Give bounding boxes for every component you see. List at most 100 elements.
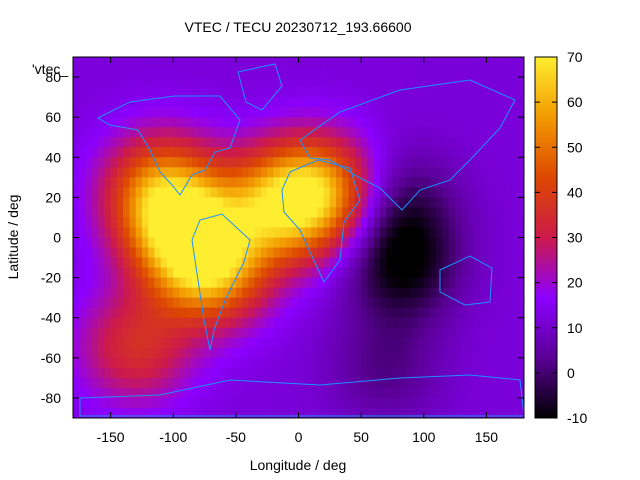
heatmap-cell (198, 117, 205, 128)
heatmap-cell (404, 347, 412, 359)
heatmap-cell (160, 257, 168, 268)
heatmap-cell (242, 247, 249, 258)
heatmap-cell (285, 77, 293, 88)
heatmap-cell (129, 167, 137, 178)
heatmap-cell (141, 397, 149, 409)
heatmap-cell (342, 177, 350, 188)
heatmap-cell (73, 387, 80, 399)
heatmap-cell (398, 237, 406, 248)
heatmap-cell (411, 57, 418, 68)
heatmap-cell (85, 167, 93, 178)
heatmap-cell (179, 117, 187, 128)
heatmap-cell (85, 397, 93, 409)
heatmap-cell (398, 347, 406, 359)
heatmap-cell (392, 277, 400, 289)
heatmap-cell (166, 97, 174, 108)
heatmap-cell (242, 67, 249, 78)
heatmap-cell (461, 347, 469, 359)
heatmap-cell (116, 357, 124, 369)
heatmap-cell (498, 307, 506, 319)
heatmap-cell (323, 317, 331, 329)
heatmap-cell (85, 157, 93, 168)
heatmap-cell (223, 387, 230, 399)
heatmap-cell (173, 317, 180, 329)
heatmap-cell (179, 317, 187, 329)
heatmap-cell (492, 57, 500, 68)
heatmap-cell (110, 387, 118, 399)
heatmap-cell (135, 337, 143, 349)
heatmap-cell (386, 357, 393, 369)
heatmap-cell (229, 57, 237, 68)
heatmap-cell (411, 307, 418, 319)
heatmap-cell (104, 77, 111, 88)
heatmap-cell (135, 247, 143, 258)
heatmap-cell (198, 357, 205, 369)
heatmap-cell (217, 157, 224, 168)
heatmap-cell (98, 137, 105, 148)
heatmap-cell (160, 207, 168, 218)
heatmap-cell (123, 387, 130, 399)
heatmap-cell (91, 157, 99, 168)
heatmap-cell (273, 217, 281, 228)
heatmap-cell (329, 377, 337, 389)
heatmap-cell (517, 257, 524, 268)
heatmap-cell (386, 197, 393, 208)
colorbar-tick-label: -10 (567, 410, 587, 426)
heatmap-cell (461, 117, 469, 128)
heatmap-cell (104, 287, 111, 299)
heatmap-cell (498, 77, 506, 88)
heatmap-cell (505, 127, 512, 138)
heatmap-cell (210, 97, 218, 108)
heatmap-cell (323, 117, 331, 128)
heatmap-cell (116, 137, 124, 148)
heatmap-cell (85, 187, 93, 198)
heatmap-cell (336, 177, 343, 188)
heatmap-cell (329, 207, 337, 218)
heatmap-cell (123, 207, 130, 218)
heatmap-cell (323, 247, 331, 258)
heatmap-cell (223, 127, 230, 138)
heatmap-cell (273, 277, 281, 289)
heatmap-cell (235, 57, 243, 68)
heatmap-cell (173, 167, 180, 178)
heatmap-cell (354, 257, 362, 268)
heatmap-cell (135, 67, 143, 78)
heatmap-cell (379, 357, 387, 369)
heatmap-cell (354, 237, 362, 248)
heatmap-cell (361, 307, 368, 319)
heatmap-cell (229, 277, 237, 289)
heatmap-cell (91, 237, 99, 248)
heatmap-cell (430, 237, 437, 248)
heatmap-cell (367, 387, 375, 399)
heatmap-cell (517, 147, 524, 158)
heatmap-cell (323, 127, 331, 138)
heatmap-cell (342, 97, 350, 108)
heatmap-cell (210, 307, 218, 319)
heatmap-cell (473, 107, 481, 118)
heatmap-cell (442, 397, 450, 409)
heatmap-cell (436, 197, 443, 208)
heatmap-cell (336, 307, 343, 319)
heatmap-cell (116, 377, 124, 389)
heatmap-cell (386, 367, 393, 379)
heatmap-cell (104, 197, 111, 208)
heatmap-cell (123, 67, 130, 78)
colorbar-tick-label: 10 (567, 320, 583, 336)
heatmap-cell (254, 77, 262, 88)
heatmap-cell (492, 287, 500, 299)
heatmap-cell (129, 307, 137, 319)
heatmap-cell (110, 127, 118, 138)
heatmap-cell (498, 147, 506, 158)
heatmap-cell (273, 287, 281, 299)
heatmap-cell (123, 247, 130, 258)
heatmap-cell (317, 367, 324, 379)
heatmap-cell (292, 97, 299, 108)
heatmap-cell (198, 407, 205, 418)
heatmap-cell (242, 337, 249, 349)
heatmap-cell (379, 87, 387, 98)
heatmap-cell (486, 147, 494, 158)
heatmap-cell (480, 237, 487, 248)
heatmap-cell (392, 407, 400, 418)
heatmap-cell (254, 167, 262, 178)
heatmap-cell (73, 137, 80, 148)
